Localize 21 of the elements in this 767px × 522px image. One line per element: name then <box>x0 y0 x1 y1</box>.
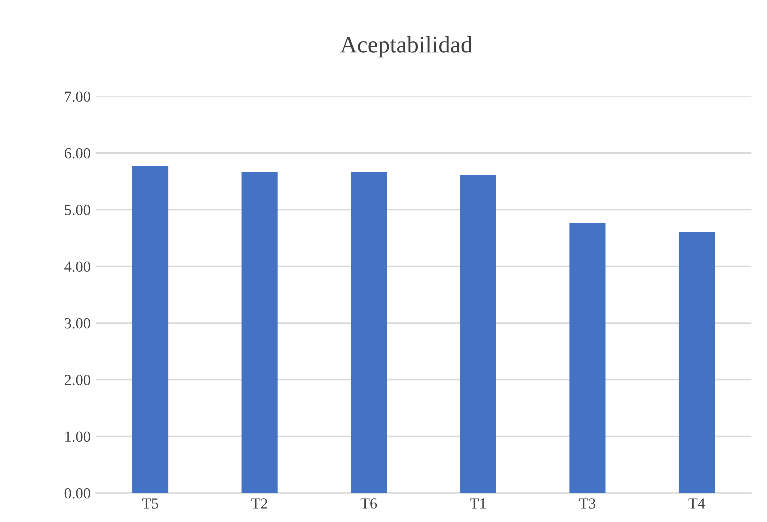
bar <box>132 166 169 494</box>
bar <box>678 232 716 494</box>
y-tick-label: 2.00 <box>64 375 90 386</box>
chart-title: Aceptabilidad <box>340 36 472 58</box>
bar <box>570 224 606 494</box>
y-tick-label: 1.00 <box>66 432 90 442</box>
x-tick-label: T3 <box>580 498 596 509</box>
x-tick-label: T1 <box>470 498 486 509</box>
x-tick-label: T2 <box>252 498 268 509</box>
y-tick-label: 5.00 <box>65 205 90 216</box>
y-tick-label: 0.00 <box>64 488 90 499</box>
bar <box>242 172 278 494</box>
y-tick-label: 6.00 <box>64 148 90 159</box>
y-tick-label: 7.00 <box>65 92 90 102</box>
x-tick-label: T6 <box>360 498 378 509</box>
x-tick-label: T4 <box>688 498 706 509</box>
bar <box>351 172 388 494</box>
y-tick-label: 4.00 <box>64 262 90 272</box>
y-tick-label: 3.00 <box>65 318 90 329</box>
x-tick-label: T5 <box>142 498 158 509</box>
bar <box>460 175 496 494</box>
